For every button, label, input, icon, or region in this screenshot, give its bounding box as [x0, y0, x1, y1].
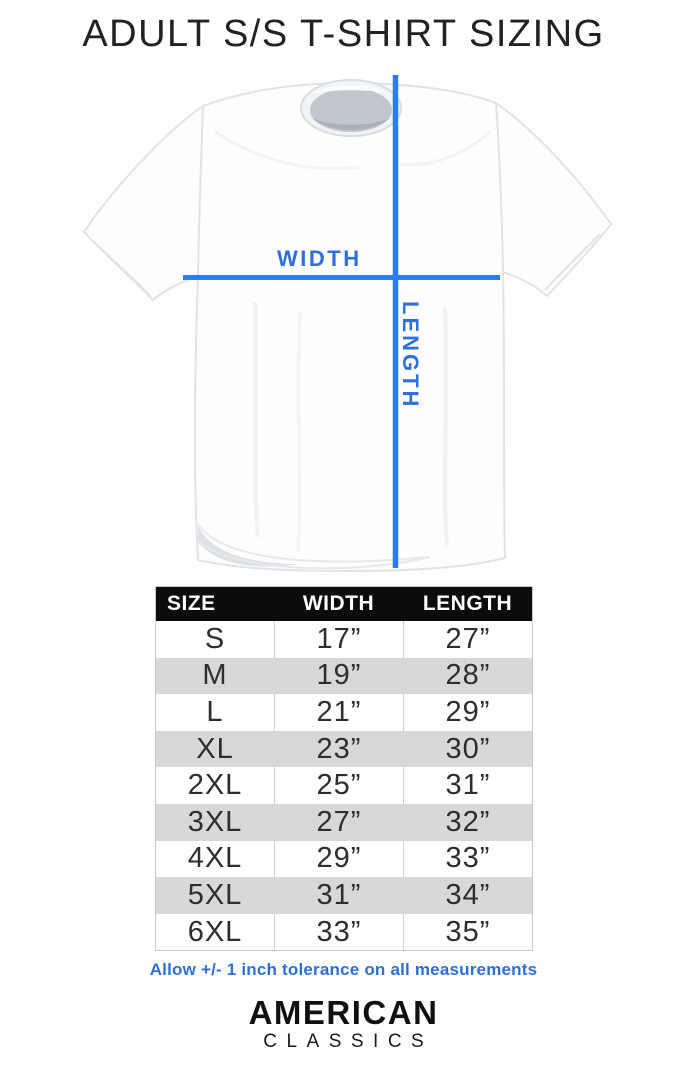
length-cell: 30”: [445, 732, 491, 765]
width-cell: 27”: [316, 805, 362, 838]
length-cell: 35”: [403, 913, 532, 951]
right-cuff-fold: [544, 233, 601, 291]
table-row: 3XL 27” 32”: [156, 803, 532, 841]
table-row: 5XL 31” 34”: [156, 877, 532, 914]
brand-logo-primary: AMERICAN: [248, 994, 439, 1031]
tshirt-body: [193, 81, 507, 573]
tshirt-left-sleeve: [82, 104, 205, 302]
table-row: 2XL 25” 31”: [156, 767, 532, 804]
table-row: XL 23” 30”: [156, 730, 532, 768]
crease: [296, 311, 302, 553]
crease: [253, 301, 260, 538]
width-cell: 33”: [274, 913, 403, 951]
length-measure-label: LENGTH: [398, 301, 423, 410]
size-table-header-row: SIZE WIDTH LENGTH: [156, 587, 532, 621]
length-cell: 31”: [403, 767, 532, 804]
brand-logo-secondary: CLASSICS: [263, 1031, 434, 1052]
size-cell: 5XL: [187, 878, 243, 911]
size-cell: 6XL: [187, 915, 243, 948]
width-cell: 25”: [274, 767, 403, 804]
page-title: ADULT S/S T-SHIRT SIZING: [82, 13, 605, 55]
width-cell: 17”: [274, 621, 403, 658]
collar-back-band: [311, 85, 391, 94]
crease: [399, 130, 491, 167]
size-cell: L: [206, 695, 224, 728]
crease: [442, 306, 449, 548]
width-cell: 23”: [316, 732, 362, 765]
size-cell: 4XL: [187, 842, 243, 875]
size-cell: 3XL: [187, 805, 243, 838]
width-cell: 19”: [316, 659, 362, 692]
width-cell: 31”: [316, 878, 362, 911]
table-row: 6XL 33” 35”: [156, 913, 532, 951]
size-table-body: S 17” 27” M 19” 28” L 21” 29” XL 23” 30”…: [156, 621, 532, 951]
table-row: L 21” 29”: [156, 694, 532, 731]
size-cell: 2XL: [187, 769, 243, 802]
shirt-diagram: WIDTH LENGTH: [0, 72, 687, 580]
size-cell: M: [202, 659, 228, 692]
length-cell: 27”: [403, 621, 532, 658]
tshirt-right-sleeve: [494, 101, 613, 298]
tolerance-note: Allow +/- 1 inch tolerance on all measur…: [149, 960, 538, 979]
table-row: S 17” 27”: [156, 621, 532, 658]
hem-line: [197, 523, 431, 570]
header-length: LENGTH: [422, 592, 513, 615]
length-cell: 28”: [445, 659, 491, 692]
size-cell: S: [204, 622, 226, 655]
length-cell: 32”: [445, 805, 491, 838]
crease: [214, 130, 361, 171]
size-table: SIZE WIDTH LENGTH S 17” 27” M 19” 28” L …: [155, 586, 533, 952]
tshirt-graphic: [82, 75, 613, 573]
size-cell: XL: [196, 732, 234, 765]
width-cell: 21”: [274, 694, 403, 731]
table-row: M 19” 28”: [156, 657, 532, 695]
collar-shadow: [312, 118, 390, 130]
width-cell: 29”: [274, 840, 403, 878]
length-cell: 33”: [403, 840, 532, 878]
table-row: 4XL 29” 33”: [156, 840, 532, 878]
header-size: SIZE: [167, 592, 216, 615]
header-width: WIDTH: [302, 592, 375, 615]
length-cell: 34”: [445, 878, 491, 911]
brand-logo: AMERICAN CLASSICS: [0, 996, 687, 1051]
collar-opening: [310, 88, 392, 132]
width-measure-label: WIDTH: [277, 246, 362, 271]
left-cuff-fold: [93, 241, 151, 297]
length-cell: 29”: [403, 694, 532, 731]
